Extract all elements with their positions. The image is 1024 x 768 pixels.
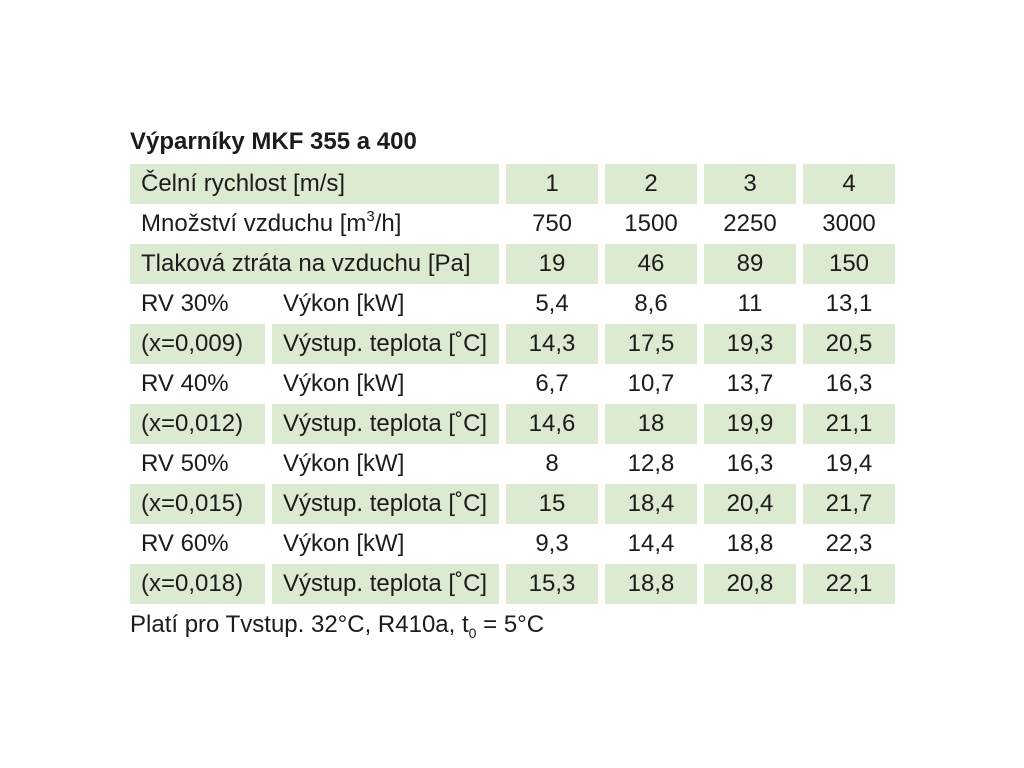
table-cell: 46 <box>605 244 697 284</box>
table-cell: 22,1 <box>803 564 895 604</box>
row-label-x012: (x=0,012) <box>130 404 265 444</box>
table-cell: 10,7 <box>627 370 675 397</box>
row-label-rv40: RV 40% <box>141 370 229 397</box>
table-cell: 16,3 <box>726 450 774 477</box>
table-cell: 19,3 <box>704 324 796 364</box>
row-sublabel-vykon: Výkon [kW] <box>283 370 405 397</box>
row-label-mnozstvi-vzduchu: Množství vzduchu [m 3/h] <box>130 204 499 244</box>
table-cell: 19 <box>506 244 598 284</box>
row-sublabel-vystup-teplota: Výstup. teplota [˚C] <box>272 564 499 604</box>
row-sublabel-vykon: Výkon [kW] <box>283 290 405 317</box>
table-cell: 89 <box>704 244 796 284</box>
table-footnote: Platí pro Tvstup. 32°C, R410a, t0 = 5°C <box>130 611 545 641</box>
row-sublabel-vystup-teplota: Výstup. teplota [˚C] <box>272 404 499 444</box>
table-cell: 5,4 <box>535 290 569 317</box>
subscript-0: 0 <box>468 625 477 641</box>
table-cell: 14,6 <box>506 404 598 444</box>
row-sublabel-vykon: Výkon [kW] <box>283 530 405 557</box>
table-cell: 19,4 <box>825 450 873 477</box>
table-cell: 1500 <box>624 210 678 237</box>
table-cell: 150 <box>803 244 895 284</box>
table-cell: 1 <box>506 164 598 204</box>
row-label-celni-rychlost: Čelní rychlost [m/s] <box>130 164 499 204</box>
table-cell: 8,6 <box>634 290 668 317</box>
table-cell: 18,4 <box>605 484 697 524</box>
table-cell: 18 <box>605 404 697 444</box>
row-label-tlakova-ztrata: Tlaková ztráta na vzduchu [Pa] <box>130 244 499 284</box>
table-cell: 11 <box>737 290 763 317</box>
table-cell: 12,8 <box>627 450 675 477</box>
superscript-3: 3 <box>366 207 375 225</box>
row-sublabel-vystup-teplota: Výstup. teplota [˚C] <box>272 484 499 524</box>
table-cell: 3000 <box>822 210 876 237</box>
table-cell: 21,7 <box>803 484 895 524</box>
footnote-text: = 5°C <box>476 611 545 638</box>
table-cell: 14,4 <box>627 530 675 557</box>
table-cell: 16,3 <box>825 370 873 397</box>
table-cell: 14,3 <box>506 324 598 364</box>
row-label-rv30: RV 30% <box>141 290 229 317</box>
row-label-rv50: RV 50% <box>141 450 229 477</box>
table-cell: 8 <box>545 450 559 477</box>
row-label-x015: (x=0,015) <box>130 484 265 524</box>
table-cell: 21,1 <box>803 404 895 444</box>
table-cell: 4 <box>803 164 895 204</box>
table-cell: 750 <box>531 210 573 237</box>
row-label-x018: (x=0,018) <box>130 564 265 604</box>
table-cell: 13,1 <box>825 290 873 317</box>
table-cell: 22,3 <box>825 530 873 557</box>
table-cell: 20,4 <box>704 484 796 524</box>
footnote-text: Platí pro Tvstup. 32°C, R410a, t <box>130 611 469 638</box>
table-cell: 15,3 <box>506 564 598 604</box>
table-cell: 15 <box>506 484 598 524</box>
table-title: Výparníky MKF 355 a 400 <box>130 128 417 155</box>
table-cell: 18,8 <box>605 564 697 604</box>
table-cell: 20,8 <box>704 564 796 604</box>
table-cell: 13,7 <box>726 370 774 397</box>
table-cell: 6,7 <box>535 370 569 397</box>
data-table: Čelní rychlost [m/s] 1 2 3 4 Množství vz… <box>130 164 895 604</box>
row-sublabel-vystup-teplota: Výstup. teplota [˚C] <box>272 324 499 364</box>
table-cell: 9,3 <box>535 530 569 557</box>
label-text: Množství vzduchu [m <box>141 210 367 237</box>
table-cell: 2250 <box>723 210 777 237</box>
table-cell: 2 <box>605 164 697 204</box>
table-cell: 20,5 <box>803 324 895 364</box>
table-cell: 19,9 <box>704 404 796 444</box>
label-text: /h] <box>374 210 402 237</box>
table-cell: 18,8 <box>726 530 774 557</box>
row-label-rv60: RV 60% <box>141 530 229 557</box>
table-cell: 17,5 <box>605 324 697 364</box>
table-cell: 3 <box>704 164 796 204</box>
row-label-x009: (x=0,009) <box>130 324 265 364</box>
row-sublabel-vykon: Výkon [kW] <box>283 450 405 477</box>
